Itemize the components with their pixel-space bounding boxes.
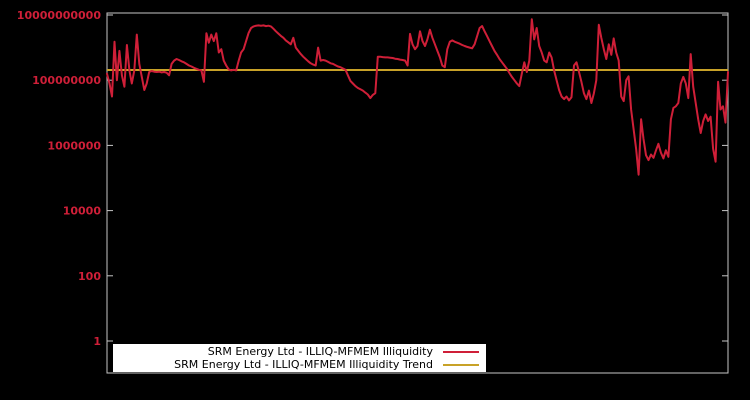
- y-tick-label: 1000000: [47, 139, 101, 152]
- y-axis-ticks: 1 100 10000 1000000 100000000 10000000000: [17, 9, 728, 348]
- y-tick-label: 1: [93, 335, 101, 348]
- legend-swatch-illiquidity-line: [443, 350, 479, 353]
- series-layer: [106, 18, 729, 176]
- legend-row-trend: SRM Energy Ltd - ILLIQ-MFMEM Illiquidity…: [117, 358, 479, 371]
- legend-swatch-trend-line: [443, 363, 479, 366]
- y-tick-label: 10000: [63, 205, 102, 218]
- illiquidity-series-line: [106, 18, 729, 176]
- legend-label-illiquidity: SRM Energy Ltd - ILLIQ-MFMEM Illiquidity: [207, 345, 433, 358]
- legend-label-trend: SRM Energy Ltd - ILLIQ-MFMEM Illiquidity…: [174, 358, 433, 371]
- legend-row-illiquidity: SRM Energy Ltd - ILLIQ-MFMEM Illiquidity: [117, 345, 479, 358]
- y-tick-label: 100000000: [32, 74, 101, 87]
- plot-border: [106, 12, 729, 374]
- y-tick-label: 10000000000: [17, 9, 102, 22]
- legend: SRM Energy Ltd - ILLIQ-MFMEM Illiquidity…: [113, 344, 486, 372]
- y-tick-label: 100: [78, 270, 101, 283]
